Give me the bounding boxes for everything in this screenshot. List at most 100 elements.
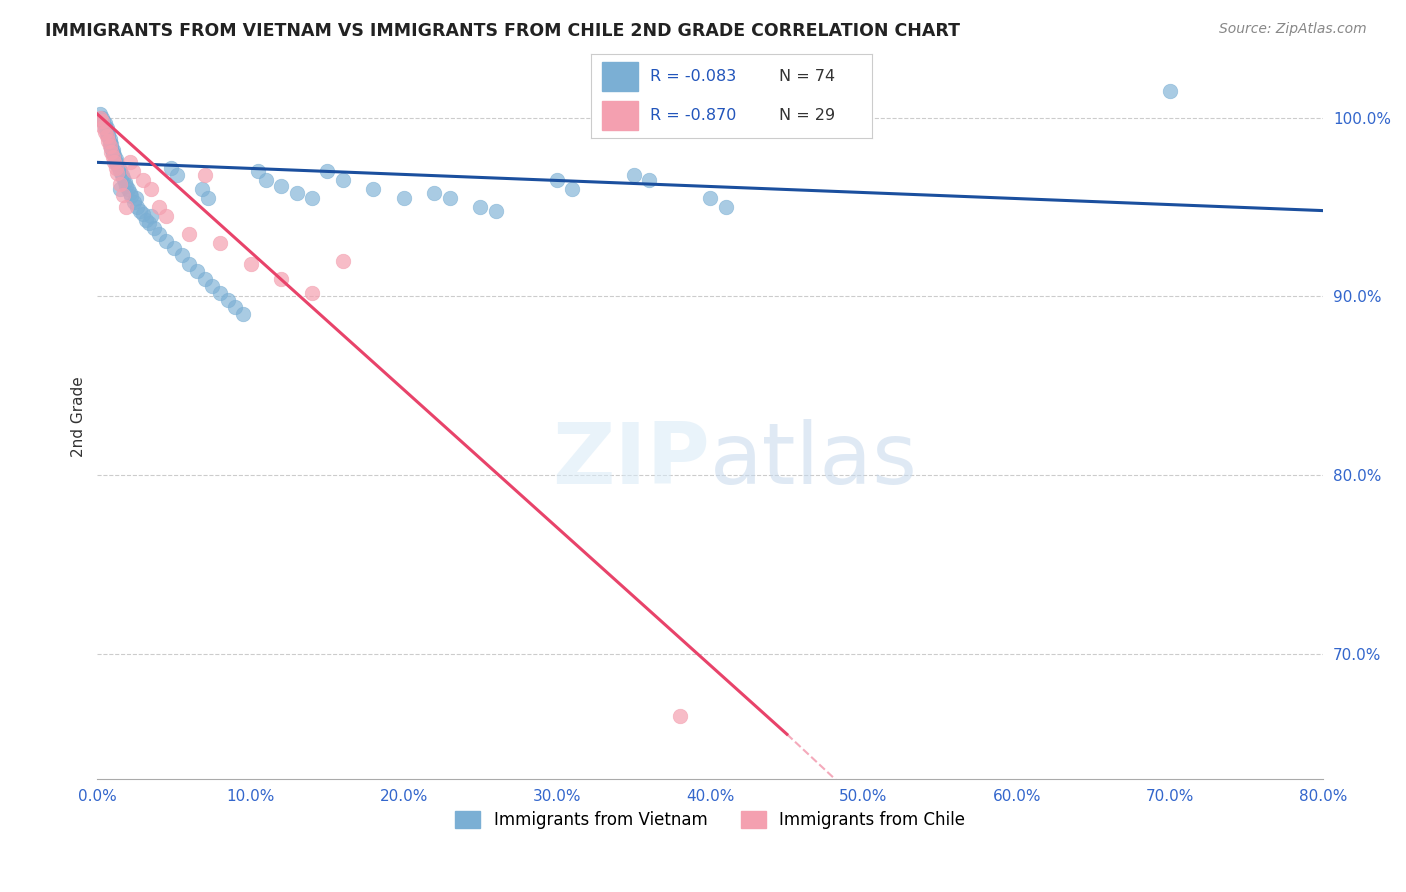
Text: N = 74: N = 74	[779, 69, 835, 84]
Text: IMMIGRANTS FROM VIETNAM VS IMMIGRANTS FROM CHILE 2ND GRADE CORRELATION CHART: IMMIGRANTS FROM VIETNAM VS IMMIGRANTS FR…	[45, 22, 960, 40]
Point	[104, 155, 127, 169]
Point	[270, 271, 292, 285]
Point	[105, 157, 128, 171]
Point	[135, 212, 157, 227]
Point	[208, 235, 231, 250]
Point	[91, 111, 114, 125]
Point	[623, 168, 645, 182]
Point	[186, 264, 208, 278]
Point	[232, 307, 254, 321]
Point	[316, 164, 339, 178]
Point	[100, 141, 122, 155]
Point	[114, 175, 136, 189]
Point	[170, 248, 193, 262]
Point	[105, 166, 128, 180]
Point	[104, 152, 127, 166]
Point	[155, 234, 177, 248]
Point	[148, 227, 170, 241]
Point	[139, 209, 162, 223]
Point	[208, 285, 231, 300]
Point	[103, 155, 125, 169]
Point	[118, 155, 141, 169]
Point	[101, 143, 124, 157]
Point	[98, 132, 121, 146]
Text: R = -0.870: R = -0.870	[650, 108, 735, 123]
Point	[270, 178, 292, 193]
Bar	[602, 101, 638, 130]
Point	[118, 186, 141, 200]
Text: ZIP: ZIP	[553, 419, 710, 502]
Point	[332, 173, 354, 187]
Point	[301, 285, 323, 300]
Point	[111, 168, 134, 182]
Point	[470, 200, 492, 214]
Point	[668, 709, 690, 723]
Point	[1159, 84, 1181, 98]
Point	[117, 182, 139, 196]
Point	[124, 191, 146, 205]
Text: Source: ZipAtlas.com: Source: ZipAtlas.com	[1219, 22, 1367, 37]
Point	[115, 200, 138, 214]
Point	[94, 125, 117, 139]
Point	[93, 120, 115, 134]
Point	[100, 137, 122, 152]
Point	[247, 164, 270, 178]
Point	[98, 139, 121, 153]
Point	[423, 186, 446, 200]
Point	[285, 186, 308, 200]
Point	[699, 191, 721, 205]
Point	[638, 173, 661, 187]
Point	[197, 191, 219, 205]
Point	[217, 293, 239, 307]
Point	[166, 168, 188, 182]
Legend: Immigrants from Vietnam, Immigrants from Chile: Immigrants from Vietnam, Immigrants from…	[449, 805, 972, 836]
Point	[96, 121, 118, 136]
Point	[561, 182, 583, 196]
Point	[224, 300, 246, 314]
Point	[179, 257, 201, 271]
Point	[201, 278, 224, 293]
Point	[485, 203, 508, 218]
Point	[139, 182, 162, 196]
Point	[97, 134, 120, 148]
Point	[120, 189, 142, 203]
Point	[101, 146, 124, 161]
Point	[392, 191, 415, 205]
Point	[91, 114, 114, 128]
Point	[121, 164, 143, 178]
Point	[100, 145, 122, 159]
Point	[96, 125, 118, 139]
Point	[127, 200, 149, 214]
Point	[138, 216, 160, 230]
Point	[110, 182, 132, 196]
Point	[104, 161, 127, 175]
Point	[239, 257, 262, 271]
Point	[103, 148, 125, 162]
Text: atlas: atlas	[710, 419, 918, 502]
Bar	[602, 62, 638, 91]
Y-axis label: 2nd Grade: 2nd Grade	[72, 376, 86, 458]
Point	[332, 253, 354, 268]
Point	[101, 150, 124, 164]
Point	[361, 182, 384, 196]
Point	[190, 182, 212, 196]
Point	[163, 241, 186, 255]
Point	[110, 177, 132, 191]
Point	[132, 207, 155, 221]
Point	[194, 168, 217, 182]
Point	[143, 221, 166, 235]
Point	[301, 191, 323, 205]
Text: R = -0.083: R = -0.083	[650, 69, 735, 84]
Point	[96, 128, 118, 143]
Text: N = 29: N = 29	[779, 108, 835, 123]
Point	[179, 227, 201, 241]
Point	[714, 200, 737, 214]
Point	[148, 200, 170, 214]
Point	[439, 191, 461, 205]
Point	[93, 114, 115, 128]
Point	[89, 111, 111, 125]
Point	[194, 271, 217, 285]
Point	[160, 161, 183, 175]
Point	[112, 187, 135, 202]
Point	[98, 136, 121, 150]
